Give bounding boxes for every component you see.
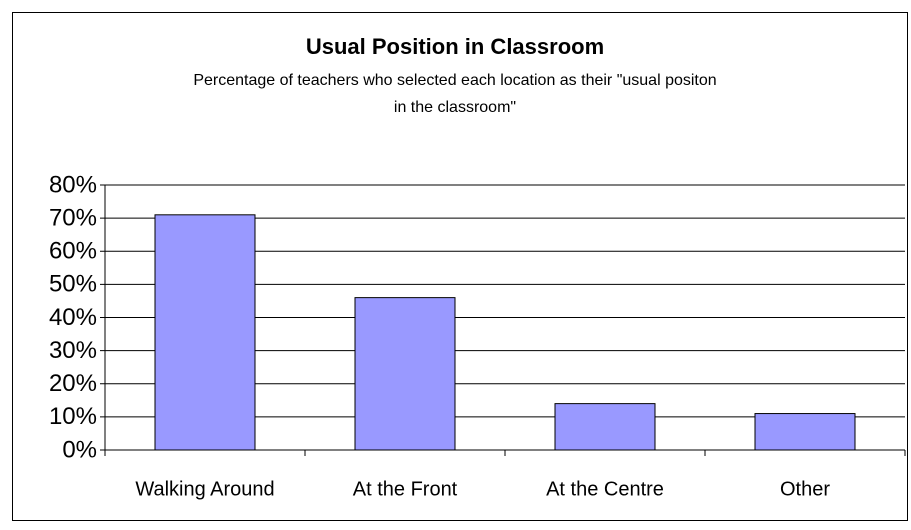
x-tick-label: Other xyxy=(780,478,830,500)
y-tick-label: 60% xyxy=(49,238,97,265)
y-tick-label: 10% xyxy=(49,403,97,430)
y-tick-label: 50% xyxy=(49,271,97,298)
y-tick-label: 30% xyxy=(49,337,97,364)
y-tick-label: 0% xyxy=(62,436,97,463)
x-tick-label: Walking Around xyxy=(135,478,274,500)
bar xyxy=(554,403,656,451)
bar xyxy=(354,297,456,451)
y-tick-label: 20% xyxy=(49,370,97,397)
chart-title: Usual Position in Classroom xyxy=(306,34,604,59)
y-tick-label: 80% xyxy=(49,171,97,198)
chart-subtitle: in the classroom" xyxy=(394,99,516,116)
bar xyxy=(154,214,256,451)
chart-subtitle: Percentage of teachers who selected each… xyxy=(193,72,716,89)
x-tick-label: At the Front xyxy=(353,478,458,500)
y-tick-label: 40% xyxy=(49,304,97,331)
bar xyxy=(754,413,856,451)
x-tick-label: At the Centre xyxy=(546,478,664,500)
y-tick-label: 70% xyxy=(49,204,97,231)
